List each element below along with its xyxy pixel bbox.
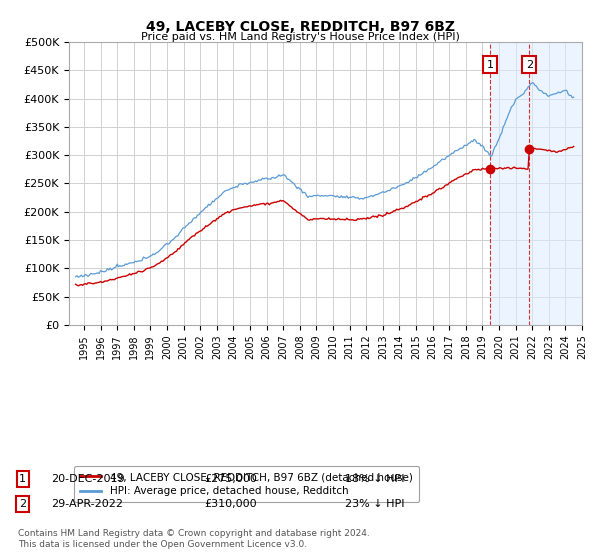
Text: 23% ↓ HPI: 23% ↓ HPI <box>345 499 404 509</box>
Text: £310,000: £310,000 <box>204 499 257 509</box>
Text: 1: 1 <box>487 59 494 69</box>
Legend: 49, LACEBY CLOSE, REDDITCH, B97 6BZ (detached house), HPI: Average price, detach: 49, LACEBY CLOSE, REDDITCH, B97 6BZ (det… <box>74 466 419 502</box>
Bar <box>490 42 582 325</box>
Text: Price paid vs. HM Land Registry's House Price Index (HPI): Price paid vs. HM Land Registry's House … <box>140 32 460 42</box>
Text: 18% ↓ HPI: 18% ↓ HPI <box>345 474 404 484</box>
Text: 29-APR-2022: 29-APR-2022 <box>51 499 123 509</box>
Text: £275,000: £275,000 <box>204 474 257 484</box>
Text: 49, LACEBY CLOSE, REDDITCH, B97 6BZ: 49, LACEBY CLOSE, REDDITCH, B97 6BZ <box>146 20 455 34</box>
Text: 2: 2 <box>526 59 533 69</box>
Text: 1: 1 <box>19 474 26 484</box>
Text: Contains HM Land Registry data © Crown copyright and database right 2024.
This d: Contains HM Land Registry data © Crown c… <box>18 529 370 549</box>
Text: 20-DEC-2019: 20-DEC-2019 <box>51 474 125 484</box>
Text: 2: 2 <box>19 499 26 509</box>
